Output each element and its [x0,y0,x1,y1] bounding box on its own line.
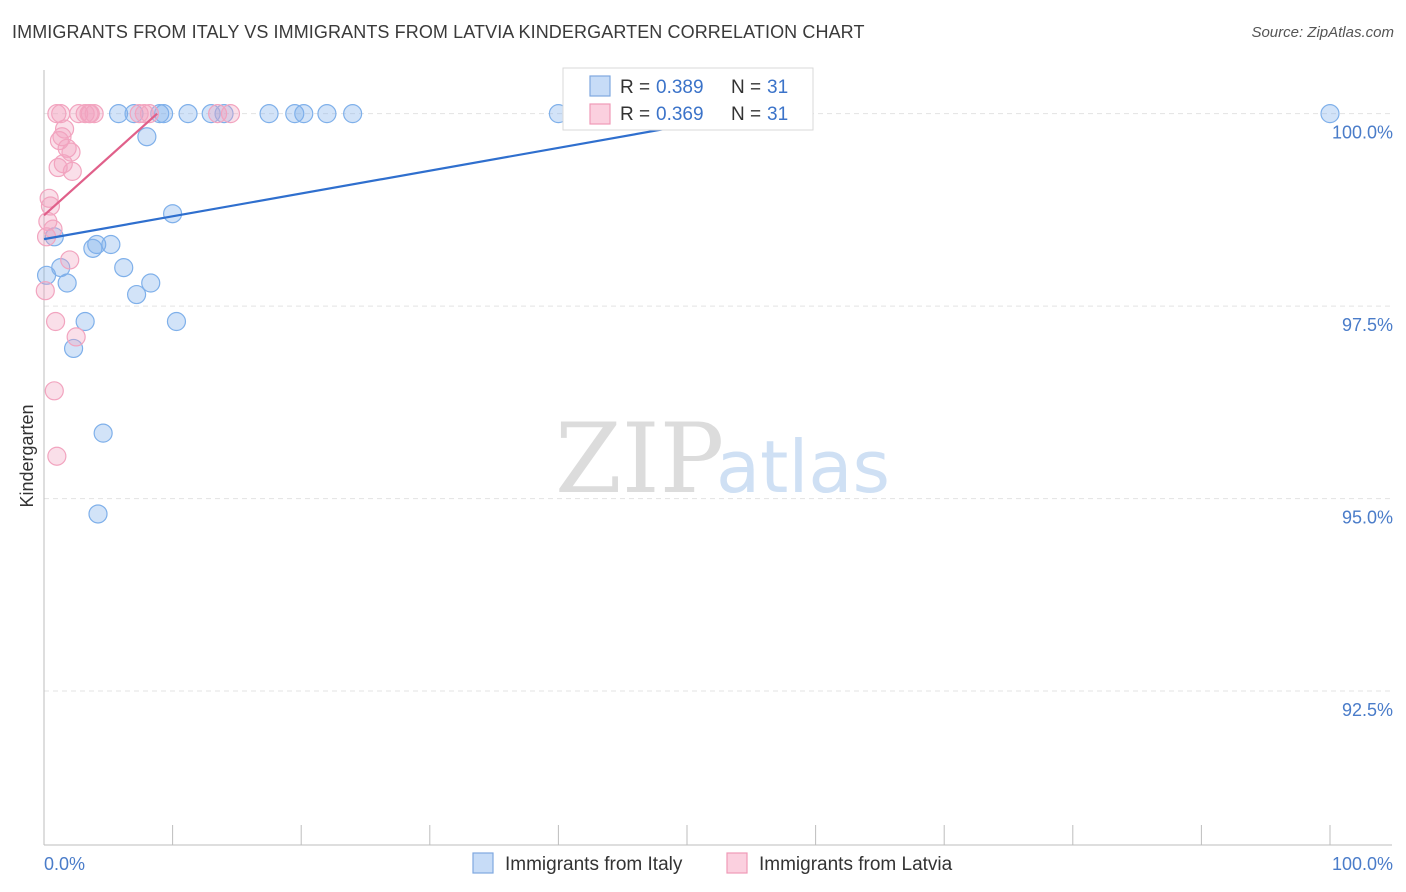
x-tick-label-max: 100.0% [1332,854,1393,874]
point-latvia [54,119,75,139]
legend-swatch-latvia [726,852,748,874]
point-italy [93,423,113,443]
stats-n-value-italy: 31 [767,77,788,98]
y-tick-label: 97.5% [1342,315,1393,335]
point-latvia [60,250,80,270]
trend-line-italy [43,112,752,241]
watermark-atlas: atlas [716,425,890,509]
point-italy [108,104,129,124]
stats-r-label-italy: R = [620,77,650,98]
point-italy [137,127,157,147]
point-latvia [48,157,68,178]
point-italy [294,104,314,124]
y-tick-label: 92.5% [1342,700,1393,720]
point-italy [101,234,121,255]
stats-legend: R = 0.389 N = 31 R = 0.369 N = 31 [562,67,814,131]
data-points [35,104,1340,524]
point-latvia [52,127,72,147]
point-italy [83,238,103,258]
stats-n-label-italy: N = [731,77,761,98]
point-italy [153,104,174,124]
watermark-zip: ZIP [555,403,724,515]
point-italy [163,204,183,224]
point-latvia [45,311,66,332]
point-italy [214,104,234,124]
point-italy [126,284,147,305]
point-italy [259,104,279,124]
point-italy [57,273,77,293]
legend-label-italy: Immigrants from Italy [505,854,683,875]
point-latvia [84,104,104,124]
point-latvia [47,446,67,466]
point-italy [166,311,187,332]
x-tick-label-min: 0.0% [44,854,85,874]
point-latvia [62,161,82,181]
series-legend: Immigrants from Italy Immigrants from La… [472,852,953,875]
point-italy [178,104,198,124]
point-latvia [39,188,59,208]
stats-r-value-italy: 0.389 [656,77,704,98]
point-latvia [129,104,149,124]
trend-lines [43,112,752,241]
y-tick-label: 95.0% [1342,508,1393,528]
source-credit: Source: ZipAtlas.com [1251,24,1394,41]
point-italy [1320,104,1340,124]
point-latvia [44,381,64,401]
point-latvia [69,104,89,124]
point-latvia [40,196,61,216]
y-axis-label: Kindergarten [17,404,37,507]
y-tick-label: 100.0% [1332,123,1393,143]
stats-r-value-latvia: 0.369 [656,104,704,125]
point-latvia [51,104,71,124]
chart-title: IMMIGRANTS FROM ITALY VS IMMIGRANTS FROM… [12,22,865,42]
stats-swatch-latvia [589,103,611,125]
point-latvia [79,104,99,124]
stats-r-label-latvia: R = [620,104,650,125]
point-italy [141,273,161,293]
point-italy [343,104,363,124]
trend-line-latvia [43,112,158,217]
point-latvia [220,104,241,124]
legend-label-latvia: Immigrants from Latvia [759,854,953,875]
point-latvia [35,281,55,301]
point-latvia [134,104,154,124]
stats-n-label-latvia: N = [731,104,761,125]
point-latvia [61,142,81,162]
point-italy [75,311,95,332]
point-latvia [139,104,160,124]
point-italy [88,504,108,524]
point-latvia [66,327,86,347]
point-italy [114,258,134,278]
point-latvia [57,138,77,158]
point-italy [124,104,144,124]
stats-swatch-italy [589,75,611,97]
point-italy [317,104,337,124]
point-italy [87,234,107,255]
legend-swatch-italy [472,852,494,874]
point-italy [63,338,84,359]
stats-n-value-latvia: 31 [767,104,788,125]
tick-labels: 92.5% 95.0% 97.5% 100.0% 0.0% 100.0% [44,123,1393,874]
